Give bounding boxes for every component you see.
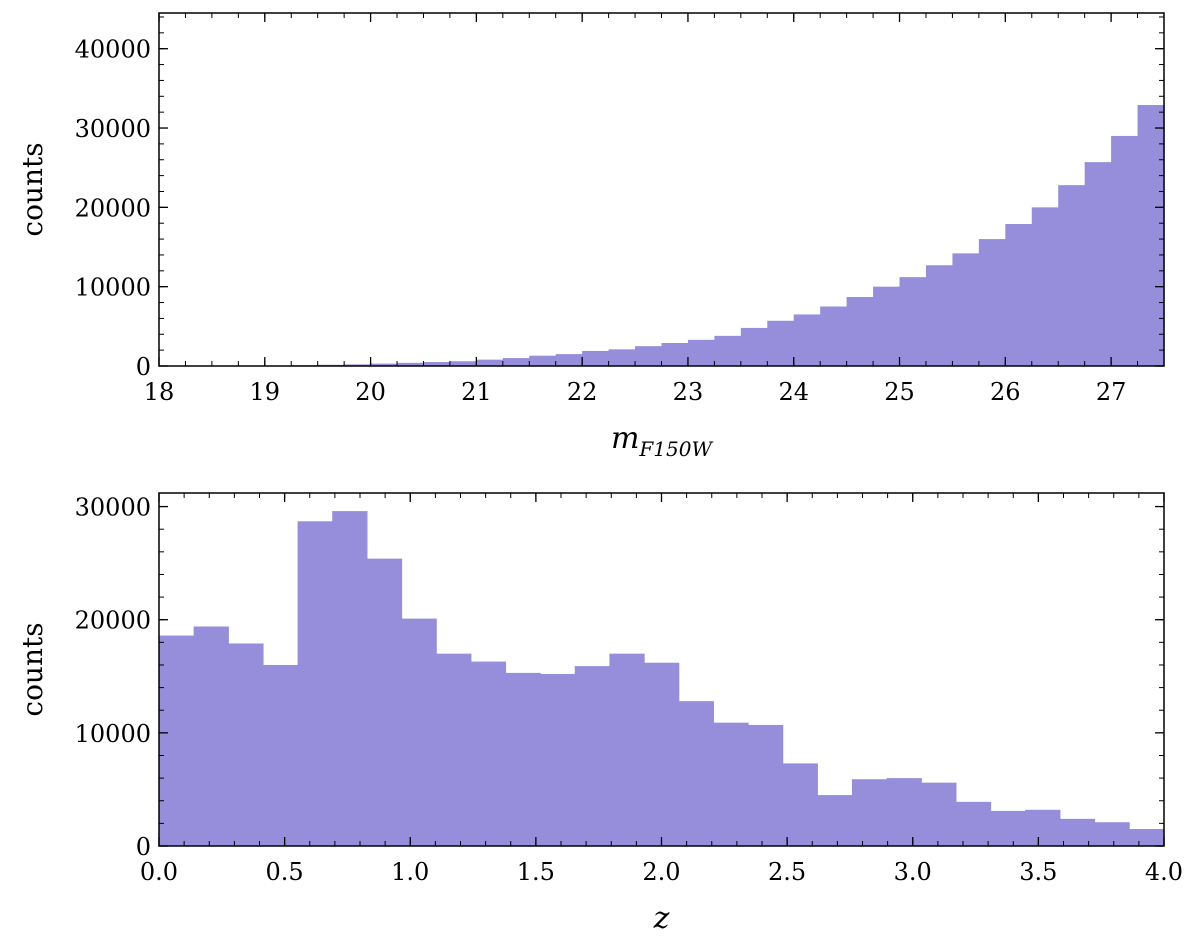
histogram-bar [714, 335, 742, 366]
y-axis-label: counts [16, 142, 49, 236]
x-tick-label: 3.5 [1019, 858, 1057, 886]
histogram-bar [846, 296, 874, 366]
y-axis-label: counts [16, 622, 49, 716]
histogram-bar [159, 635, 195, 846]
x-axis-label: mF150W [611, 421, 714, 461]
x-tick-label: 23 [673, 378, 704, 406]
histogram-bar [297, 521, 333, 846]
x-tick-label: 19 [250, 378, 281, 406]
histogram-bar [1025, 809, 1061, 846]
histogram-bar [397, 362, 425, 366]
x-tick-label: 1.0 [391, 858, 429, 886]
histogram-bar [990, 810, 1026, 846]
x-tick-label: 25 [884, 378, 915, 406]
histogram-bar [886, 778, 922, 846]
magnitude-histogram-panel: 18 19 20 21 22 23 24 25 26 27 0 10000 20000 30000 4000… [16, 12, 1165, 461]
histogram-bar [925, 265, 954, 366]
histogram-bar [449, 361, 477, 366]
histogram-bar [817, 795, 853, 846]
x-tick-label: 0.0 [140, 858, 178, 886]
histogram-bar [582, 350, 610, 366]
y-tick-label: 20000 [75, 607, 151, 635]
histogram-bar [644, 662, 680, 846]
x-tick-label: 4.0 [1145, 858, 1183, 886]
histogram-bar [1058, 185, 1086, 366]
histogram-bar [820, 306, 848, 366]
histogram-bar [423, 362, 451, 366]
histogram-bar [436, 653, 472, 846]
histogram-bar [1084, 162, 1112, 366]
x-tick-label: 1.5 [517, 858, 555, 886]
histogram-bar [193, 626, 229, 846]
histogram-bar [1005, 224, 1033, 366]
histogram-bar [505, 672, 541, 846]
histogram-bar [661, 342, 689, 366]
histogram-bar [262, 664, 299, 846]
histogram-bar [608, 349, 636, 366]
histogram-bar [978, 239, 1006, 366]
histogram-bar [401, 618, 437, 846]
x-tick-label: 24 [778, 378, 809, 406]
y-tick-label: 20000 [75, 194, 151, 222]
histogram-bar [687, 339, 715, 366]
x-tick-label: 0.5 [266, 858, 304, 886]
x-tick-label: 22 [567, 378, 598, 406]
x-tick-label: 2.0 [642, 858, 680, 886]
histogram-bar [1129, 829, 1165, 846]
x-tick-label: 20 [355, 378, 386, 406]
histogram-bar [713, 722, 749, 846]
y-tick-label: 40000 [75, 36, 151, 64]
histogram-bar [851, 779, 888, 846]
histogram-bar [635, 346, 663, 366]
x-tick-label: 2.5 [768, 858, 806, 886]
histogram-bar [873, 286, 901, 366]
histogram-bar [678, 701, 714, 846]
histogram-bar [1059, 818, 1096, 846]
histogram-bar [1031, 207, 1059, 366]
histogram-bar [1137, 105, 1165, 366]
histogram-bar [344, 364, 372, 366]
histogram-bar [574, 666, 611, 846]
histogram-bar [1094, 822, 1130, 846]
x-axis-label: z [653, 901, 670, 936]
y-tick-label: 0 [136, 353, 151, 381]
y-tick-label: 10000 [75, 720, 151, 748]
x-tick-label: 27 [1096, 378, 1127, 406]
histogram-bar [740, 327, 768, 366]
histogram-bar [332, 511, 368, 846]
x-tick-label: 26 [990, 378, 1021, 406]
histogram-bar [370, 363, 398, 366]
histogram-bar [952, 253, 980, 366]
histogram-bar [793, 314, 821, 366]
x-tick-label: 3.0 [894, 858, 932, 886]
histogram-bar [767, 320, 795, 366]
histogram-bar [529, 355, 557, 366]
x-tick-label: 21 [461, 378, 492, 406]
histogram-bar [609, 653, 645, 846]
redshift-histogram-panel: 0.0 0.5 1.0 1.5 2.0 2.5 3.0 3.5 4.0 0 10000 20000 30… [16, 492, 1183, 936]
histogram-bar [921, 782, 957, 846]
y-tick-label: 10000 [75, 274, 151, 302]
x-tick-label: 18 [144, 378, 175, 406]
histogram-bar [470, 661, 507, 846]
histogram-bar [955, 801, 992, 846]
histogram-bar [228, 643, 264, 846]
histogram-bar [748, 724, 784, 846]
histogram-bar [476, 359, 504, 366]
y-tick-label: 0 [136, 833, 151, 861]
y-tick-label: 30000 [75, 494, 151, 522]
histogram-bar [899, 277, 927, 366]
y-tick-label: 30000 [75, 115, 151, 143]
histogram-bar [502, 358, 530, 366]
histogram-bar [555, 354, 583, 366]
histogram-bar [782, 763, 818, 846]
histogram-bar [1111, 135, 1139, 366]
histogram-bar [366, 558, 403, 846]
histogram-bar [540, 674, 576, 846]
